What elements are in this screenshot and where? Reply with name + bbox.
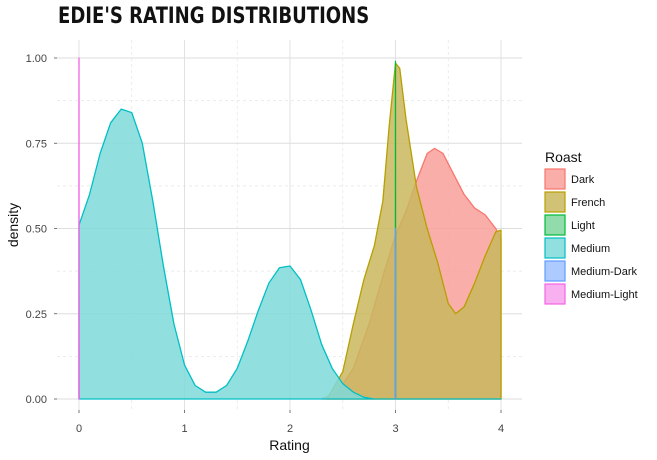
x-axis-title: Rating: [269, 437, 309, 453]
x-tick-label: 3: [392, 423, 398, 435]
chart-title: EDIE'S RATING DISTRIBUTIONS: [58, 4, 370, 29]
legend-swatch-medium: [544, 237, 566, 259]
legend-label-medium-light: Medium-Light: [571, 289, 638, 301]
y-axis-title: density: [5, 203, 21, 247]
x-tick-label: 4: [498, 423, 504, 435]
density-area-french: [326, 62, 502, 400]
density-area-medium: [78, 108, 502, 400]
y-tick-label: 0.25: [26, 309, 47, 321]
legend-swatch-medium-dark: [544, 260, 566, 282]
legend-label-medium: Medium: [571, 243, 610, 255]
y-tick-label: 0.75: [26, 138, 47, 150]
legend-swatch-dark: [544, 168, 566, 190]
legend-label-medium-dark: Medium-Dark: [571, 266, 638, 278]
x-tick-label: 2: [287, 423, 293, 435]
legend-label-light: Light: [571, 220, 595, 232]
legend-swatch-french: [544, 191, 566, 213]
legend-label-french: French: [571, 197, 605, 209]
legend-title: Roast: [545, 149, 582, 165]
legend-swatch-light: [544, 214, 566, 236]
x-tick-label: 1: [181, 423, 187, 435]
y-tick-label: 0.00: [26, 394, 47, 406]
legend-swatch-medium-light: [544, 283, 566, 305]
legend-label-dark: Dark: [571, 174, 595, 186]
x-tick-label: 0: [76, 423, 82, 435]
y-tick-label: 0.50: [26, 224, 47, 236]
y-tick-label: 1.00: [26, 53, 47, 65]
